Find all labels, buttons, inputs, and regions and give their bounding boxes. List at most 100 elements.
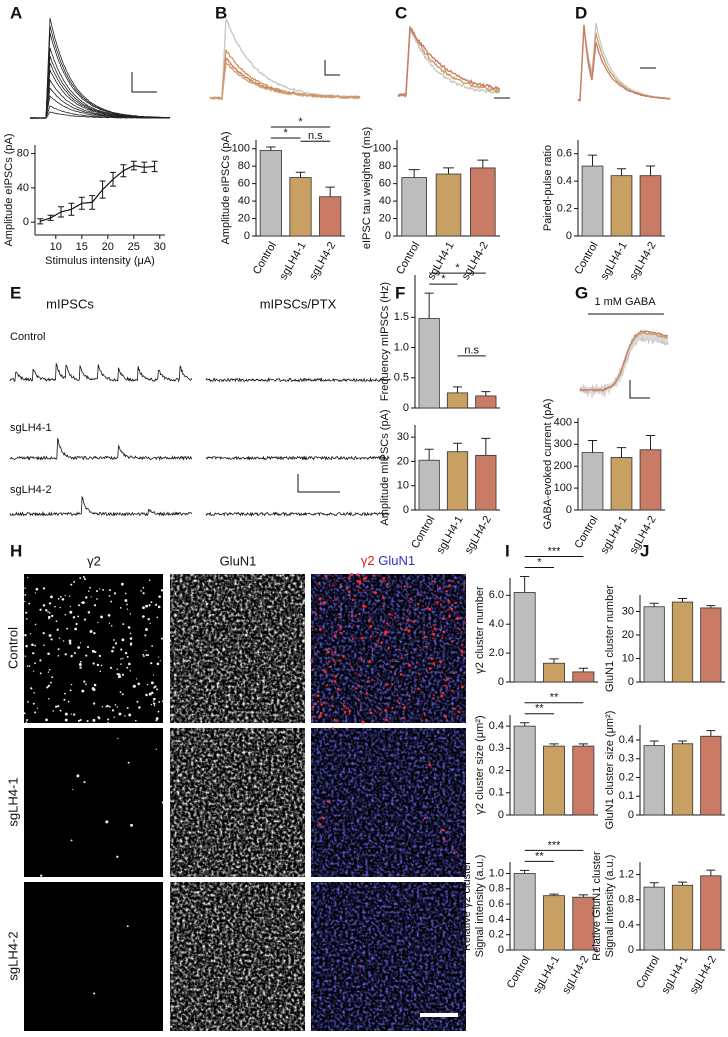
cluster-dot	[130, 642, 133, 645]
cluster-dot	[78, 604, 81, 607]
cluster-dot	[423, 635, 427, 639]
cluster-dot	[328, 647, 331, 650]
cluster-dot	[358, 612, 361, 616]
y-tick-label: 60	[379, 178, 391, 190]
cluster-dot	[142, 592, 145, 595]
panel-letter: E	[10, 283, 21, 302]
cluster-dot	[72, 616, 76, 619]
error-bar	[295, 171, 306, 178]
y-tick-label: 0	[23, 216, 29, 228]
image-row-label: sgLH4-2	[5, 931, 20, 980]
cluster-dot	[79, 718, 82, 722]
x-tick-label: sgLH4-1	[659, 954, 690, 996]
cluster-dot	[59, 595, 62, 598]
cluster-dot	[419, 593, 421, 596]
y-axis-label: Relative γ2 cluster	[461, 861, 473, 951]
cluster-dot	[51, 614, 54, 618]
cluster-dot	[369, 625, 373, 628]
cluster-dot	[381, 580, 384, 583]
cluster-dot	[450, 607, 454, 611]
cluster-dot	[135, 678, 138, 680]
cluster-dot	[434, 691, 436, 694]
cluster-dot	[314, 613, 318, 616]
panel-letter: J	[640, 541, 649, 560]
cluster-dot	[112, 646, 115, 649]
error-bar	[477, 159, 489, 168]
micrograph	[24, 574, 163, 723]
cluster-dot	[431, 580, 434, 583]
cluster-dot	[394, 672, 396, 674]
cluster-dot	[316, 694, 320, 697]
cluster-dot	[122, 623, 125, 626]
cluster-dot	[362, 577, 366, 581]
cluster-dot	[64, 594, 66, 596]
cluster-dot	[406, 653, 409, 656]
cluster-dot	[380, 641, 383, 645]
bar	[513, 592, 536, 683]
cluster-dot	[34, 662, 36, 664]
cluster-dot	[161, 700, 164, 703]
cluster-dot	[453, 707, 456, 711]
trace	[209, 61, 361, 101]
cluster-dot	[100, 615, 103, 619]
bar	[700, 735, 722, 816]
trace	[397, 26, 501, 99]
y-tick-label: 1.5	[394, 311, 409, 323]
x-tick-label: Control	[251, 240, 279, 277]
y-tick-label: 10	[622, 652, 634, 664]
y-tick-label: 0.6	[489, 898, 504, 910]
cluster-dot	[407, 692, 409, 694]
cluster-dot	[374, 591, 378, 595]
cluster-dot	[64, 712, 68, 716]
cluster-dot	[460, 654, 463, 657]
cluster-dot	[23, 712, 26, 715]
cluster-dot	[153, 705, 156, 707]
error-bar	[453, 386, 462, 393]
cluster-dot	[430, 626, 432, 628]
y-tick-label: 20	[379, 212, 391, 224]
cluster-dot	[34, 711, 37, 714]
bar	[319, 196, 342, 237]
cluster-dot	[113, 639, 115, 641]
cluster-dot	[61, 597, 65, 601]
cluster-dot	[396, 694, 399, 697]
cluster-dot	[407, 663, 411, 667]
merge-blue: GluN1	[378, 553, 415, 568]
cluster-dot	[314, 646, 317, 649]
x-tick-label: sgLH4-1	[277, 240, 308, 282]
bar	[581, 452, 604, 511]
error-bar	[549, 658, 559, 664]
cluster-dot	[108, 622, 111, 624]
cluster-dot	[436, 601, 439, 604]
cluster-dot	[426, 607, 429, 610]
x-axis-label: Stimulus intensity (μA)	[45, 255, 155, 267]
cluster-dot	[440, 694, 444, 698]
cluster-dot	[360, 636, 364, 640]
error-bar	[649, 882, 659, 888]
cluster-dot	[333, 578, 335, 581]
cluster-dot	[120, 658, 122, 660]
error-bar	[649, 740, 659, 746]
panel-letter: I	[505, 541, 510, 560]
y-tick-label: 1.0	[394, 341, 409, 353]
cluster-dot	[119, 691, 122, 694]
y-tick-label: 80	[17, 147, 29, 159]
cluster-dot	[368, 660, 371, 664]
cluster-dot	[28, 602, 31, 605]
cluster-dot	[326, 650, 330, 654]
y-axis-label: Paired-pulse ratio	[542, 145, 554, 231]
y-axis-label: γ2 cluster size (μm²)	[474, 715, 486, 814]
micrograph-texture	[311, 882, 466, 1031]
cluster-dot	[140, 590, 142, 592]
cluster-dot	[32, 652, 35, 655]
micrograph-texture	[170, 882, 305, 1031]
cluster-dot	[148, 604, 151, 607]
y-tick-label: 0.1	[619, 790, 634, 802]
cluster-dot	[332, 599, 334, 602]
cluster-dot	[456, 627, 459, 630]
cluster-dot	[68, 639, 72, 643]
cluster-dot	[161, 801, 165, 804]
cluster-dot	[48, 668, 51, 671]
cluster-dot	[145, 649, 147, 652]
cluster-dot	[445, 685, 448, 687]
